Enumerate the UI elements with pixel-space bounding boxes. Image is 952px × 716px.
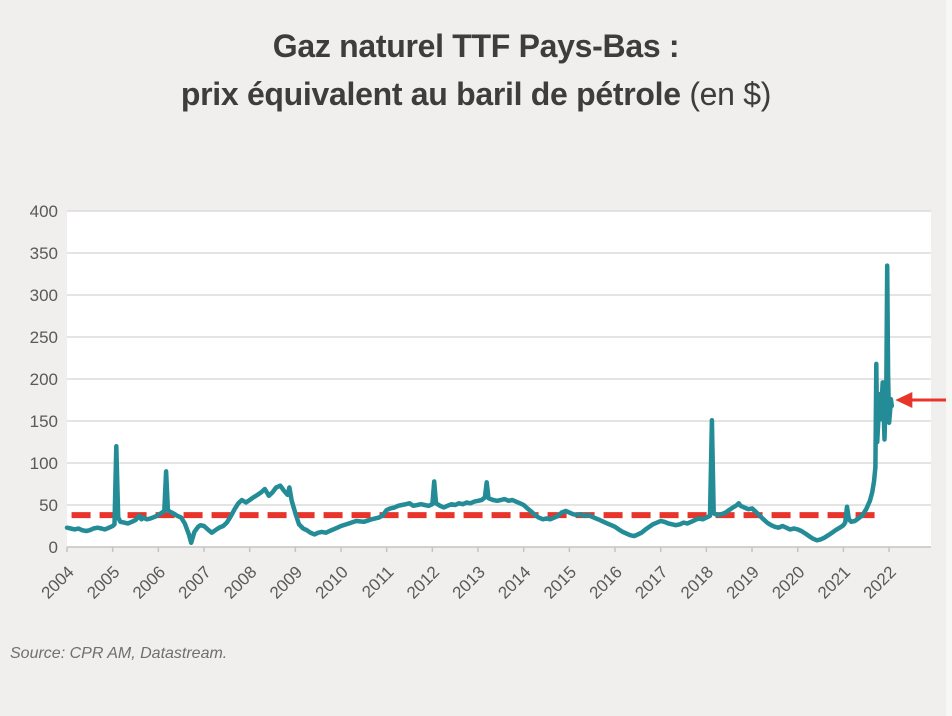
- x-axis-tick-label: 2004: [38, 562, 78, 602]
- x-axis-tick-label: 2017: [631, 562, 671, 602]
- x-axis-tick-label: 2020: [768, 562, 808, 602]
- right-edge-strip: [946, 0, 952, 716]
- source-caption: Source: CPR AM, Datastream.: [10, 645, 228, 662]
- y-axis-tick-label: 50: [39, 496, 58, 515]
- x-axis-tick-label: 2019: [723, 562, 763, 602]
- chart-title-line2-bold: prix équivalent au baril de pétrole: [180, 76, 681, 112]
- x-axis-tick-label: 2015: [540, 562, 580, 602]
- x-axis-tick-label: 2010: [312, 562, 352, 602]
- y-axis-tick-label: 400: [30, 202, 58, 221]
- x-axis-tick-label: 2008: [220, 562, 260, 602]
- y-axis-tick-label: 350: [30, 244, 58, 263]
- y-axis-tick-label: 250: [30, 328, 58, 347]
- price-series-line: [64, 263, 895, 546]
- x-axis-tick-label: 2014: [494, 562, 534, 602]
- x-axis-tick-label: 2016: [586, 562, 626, 602]
- x-axis-tick-label: 2021: [814, 562, 854, 602]
- y-axis-tick-label: 200: [30, 370, 58, 389]
- chart-title: Gaz naturel TTF Pays-Bas : prix équivale…: [0, 22, 952, 118]
- y-axis-tick-label: 100: [30, 454, 58, 473]
- chart-title-line1: Gaz naturel TTF Pays-Bas :: [0, 22, 952, 70]
- chart-title-line1-text: Gaz naturel TTF Pays-Bas :: [272, 28, 680, 64]
- y-axis-tick-label: 150: [30, 412, 58, 431]
- x-axis-tick-label: 2013: [449, 562, 489, 602]
- annotation-arrowhead-icon: [895, 392, 913, 408]
- x-axis-tick-label: 2022: [860, 562, 900, 602]
- chart-title-line2: prix équivalent au baril de pétrole (en …: [0, 70, 952, 118]
- x-axis-tick-label: 2005: [83, 562, 123, 602]
- x-axis-tick-label: 2018: [677, 562, 717, 602]
- x-axis-tick-label: 2007: [175, 562, 215, 602]
- x-axis-tick-label: 2012: [403, 562, 443, 602]
- x-axis-tick-label: 2006: [129, 562, 169, 602]
- x-axis-tick-label: 2009: [266, 562, 306, 602]
- y-axis-tick-label: 0: [49, 538, 58, 557]
- chart-title-line2-unit: (en $): [680, 76, 772, 112]
- y-axis-tick-label: 300: [30, 286, 58, 305]
- x-axis-tick-label: 2011: [358, 562, 397, 601]
